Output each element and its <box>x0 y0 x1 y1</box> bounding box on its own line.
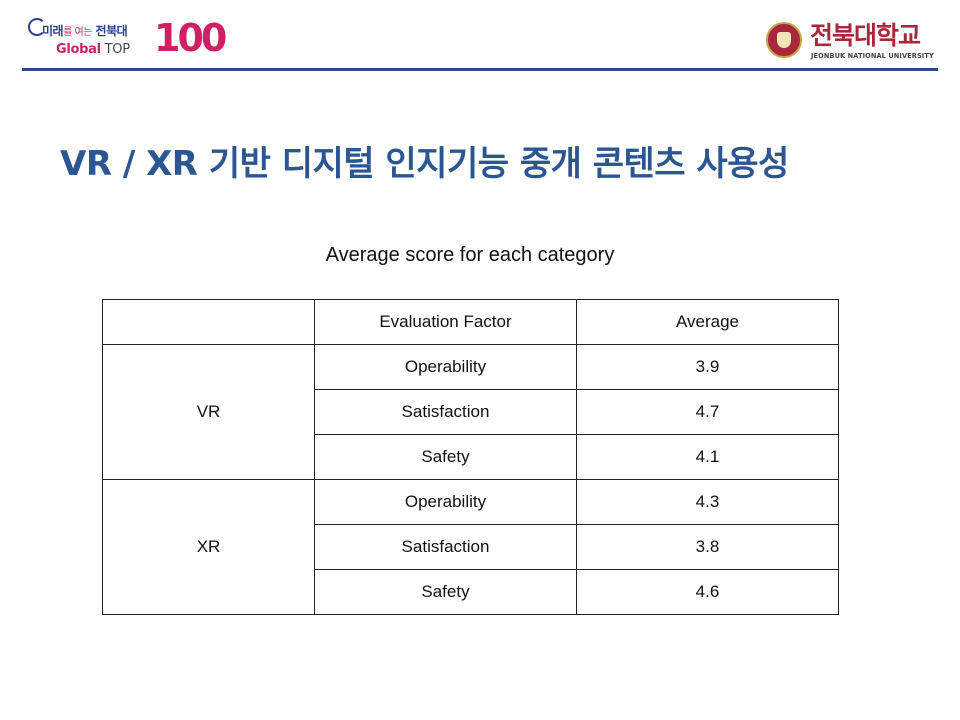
university-logo: 전북대학교 JEONBUK NATIONAL UNIVERSITY <box>766 20 938 64</box>
table-row: XR Operability 4.3 <box>102 479 839 615</box>
factor-cell: Operability <box>314 344 577 390</box>
average-cell: 4.6 <box>576 569 839 615</box>
swirl-icon <box>28 18 46 36</box>
average-cell: 4.3 <box>576 479 839 525</box>
university-name-korean: 전북대학교 <box>810 21 921 50</box>
table-header-row: Evaluation Factor Average <box>102 299 839 345</box>
group-cell-xr: XR <box>102 479 315 615</box>
table-caption: Average score for each category <box>325 244 615 266</box>
global-top-100-logo: 미래를 여는 전북대 Global TOP 100 <box>28 16 227 60</box>
average-cell: 4.1 <box>576 434 839 480</box>
hundred-logo-text: 100 <box>154 16 227 60</box>
factor-cell: Satisfaction <box>314 524 577 570</box>
factor-cell: Operability <box>314 479 577 525</box>
page-title: VR / XR 기반 디지털 인지기능 중개 콘텐츠 사용성 <box>60 144 789 184</box>
group-cell-vr: VR <box>102 344 315 480</box>
university-name-english: JEONBUK NATIONAL UNIVERSITY <box>811 52 934 60</box>
factor-cell: Safety <box>314 569 577 615</box>
header-cell-empty <box>102 299 315 345</box>
table-row: Safety 4.6 <box>103 569 839 615</box>
header-divider <box>22 68 938 71</box>
factor-cell: Safety <box>314 434 577 480</box>
factor-cell: Satisfaction <box>314 389 577 435</box>
average-cell: 4.7 <box>576 389 839 435</box>
slogan-text: 미래를 여는 전북대 <box>42 24 128 38</box>
table-row: Satisfaction 3.8 <box>103 524 839 570</box>
global-top-label: Global TOP <box>56 42 130 57</box>
university-emblem-icon <box>766 22 802 58</box>
header-cell-average: Average <box>576 299 839 345</box>
average-score-table: Evaluation Factor Average VR Operability… <box>102 299 839 615</box>
table-row: VR Operability 3.9 <box>102 344 839 480</box>
average-cell: 3.9 <box>576 344 839 390</box>
table-row: Satisfaction 4.7 <box>103 389 839 435</box>
average-cell: 3.8 <box>576 524 839 570</box>
header-cell-factor: Evaluation Factor <box>314 299 577 345</box>
